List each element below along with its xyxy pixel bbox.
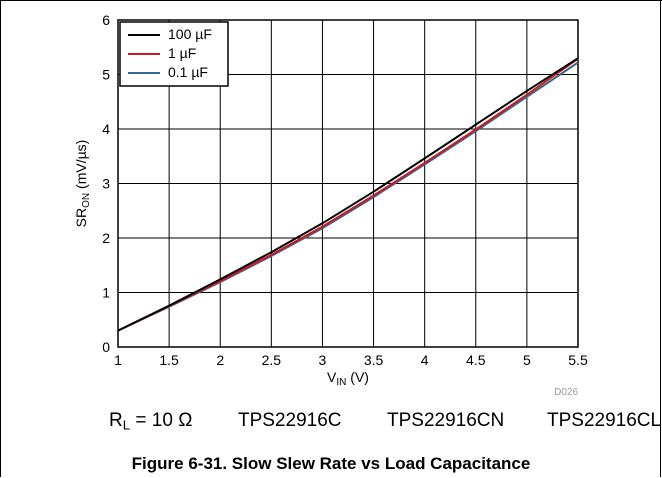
plot-area bbox=[117, 19, 579, 348]
x-tick-label: 5.5 bbox=[568, 352, 588, 368]
x-tick-label: 1.5 bbox=[159, 352, 179, 368]
load-condition: RL = 10 Ω bbox=[109, 410, 193, 433]
y-tick-label: 0 bbox=[102, 339, 110, 355]
x-tick-label: 3.5 bbox=[364, 352, 384, 368]
figure-code: D026 bbox=[554, 387, 578, 398]
x-tick-label: 5 bbox=[523, 352, 531, 368]
series-line bbox=[117, 57, 579, 332]
x-axis-label: VIN (V) bbox=[327, 369, 369, 388]
y-tick-label: 2 bbox=[102, 230, 110, 246]
legend-label: 1 µF bbox=[168, 45, 196, 61]
x-tick-label: 2 bbox=[216, 352, 224, 368]
y-tick-label: 4 bbox=[102, 121, 110, 137]
x-tick-label: 1 bbox=[114, 352, 122, 368]
y-axis-label: SRON (mV/µs) bbox=[73, 140, 92, 228]
top-border bbox=[0, 0, 662, 1]
legend-label: 0.1 µF bbox=[168, 64, 208, 80]
device-label-1: TPS22916C bbox=[238, 410, 342, 431]
legend-label: 100 µF bbox=[168, 26, 212, 42]
y-tick-label: 3 bbox=[102, 176, 110, 192]
device-label-3: TPS22916CL bbox=[547, 410, 662, 431]
x-tick-label: 4 bbox=[421, 352, 429, 368]
x-tick-label: 3 bbox=[319, 352, 327, 368]
x-tick-label: 2.5 bbox=[262, 352, 282, 368]
x-tick-label: 4.5 bbox=[466, 352, 486, 368]
series-line bbox=[117, 57, 579, 332]
y-tick-label: 6 bbox=[102, 12, 110, 28]
y-tick-label: 1 bbox=[102, 285, 110, 301]
y-tick-label: 5 bbox=[102, 67, 110, 83]
device-label-2: TPS22916CN bbox=[387, 410, 505, 431]
figure-title: Figure 6-31. Slow Slew Rate vs Load Capa… bbox=[131, 454, 531, 473]
